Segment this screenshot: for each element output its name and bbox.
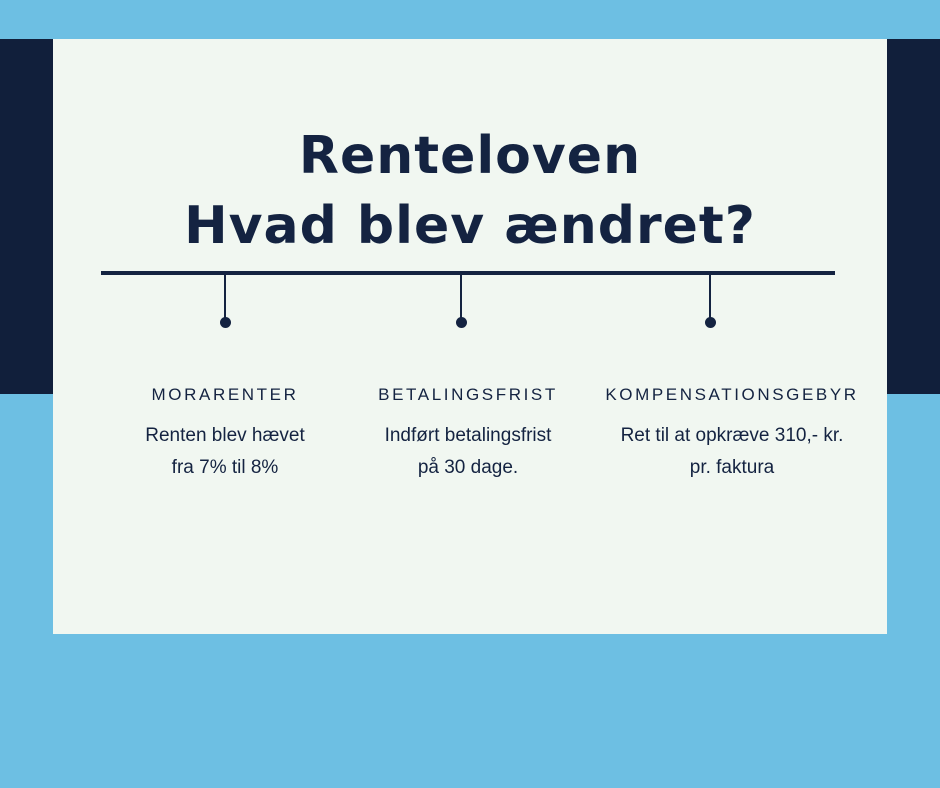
title-line-2: Hvad blev ændret? — [184, 196, 756, 256]
item-description-line-1: Indført betalingsfrist — [384, 425, 552, 446]
timeline-line — [101, 271, 835, 275]
timeline-item-betalingsfrist: BETALINGSFRIST Indført betalingsfrist på… — [358, 383, 578, 484]
item-description-line-2: pr. faktura — [689, 457, 775, 478]
timeline-stem-1 — [224, 275, 226, 321]
item-heading: MORARENTER — [151, 385, 299, 404]
item-description-line-2: på 30 dage. — [417, 457, 519, 478]
item-description: Renten blev hævet fra 7% til 8% — [125, 420, 325, 484]
item-heading: KOMPENSATIONSGEBYR — [605, 385, 859, 404]
timeline-dot-1 — [220, 317, 231, 328]
info-card: Renteloven Hvad blev ændret? MORARENTER … — [53, 39, 887, 634]
timeline-stem-2 — [460, 275, 462, 321]
item-description-line-1: Ret til at opkræve 310,- kr. — [620, 425, 844, 446]
timeline-item-kompensationsgebyr: KOMPENSATIONSGEBYR Ret til at opkræve 31… — [597, 383, 867, 484]
item-description: Ret til at opkræve 310,- kr. pr. faktura — [597, 420, 867, 484]
title-line-1: Renteloven — [298, 126, 642, 186]
item-description-line-2: fra 7% til 8% — [171, 457, 279, 478]
item-heading: BETALINGSFRIST — [378, 385, 558, 404]
item-description: Indført betalingsfrist på 30 dage. — [358, 420, 578, 484]
page-title: Renteloven Hvad blev ændret? — [53, 121, 887, 261]
timeline-item-morarenter: MORARENTER Renten blev hævet fra 7% til … — [125, 383, 325, 484]
item-description-line-1: Renten blev hævet — [145, 425, 305, 446]
timeline-dot-3 — [705, 317, 716, 328]
timeline-dot-2 — [456, 317, 467, 328]
timeline-stem-3 — [709, 275, 711, 321]
